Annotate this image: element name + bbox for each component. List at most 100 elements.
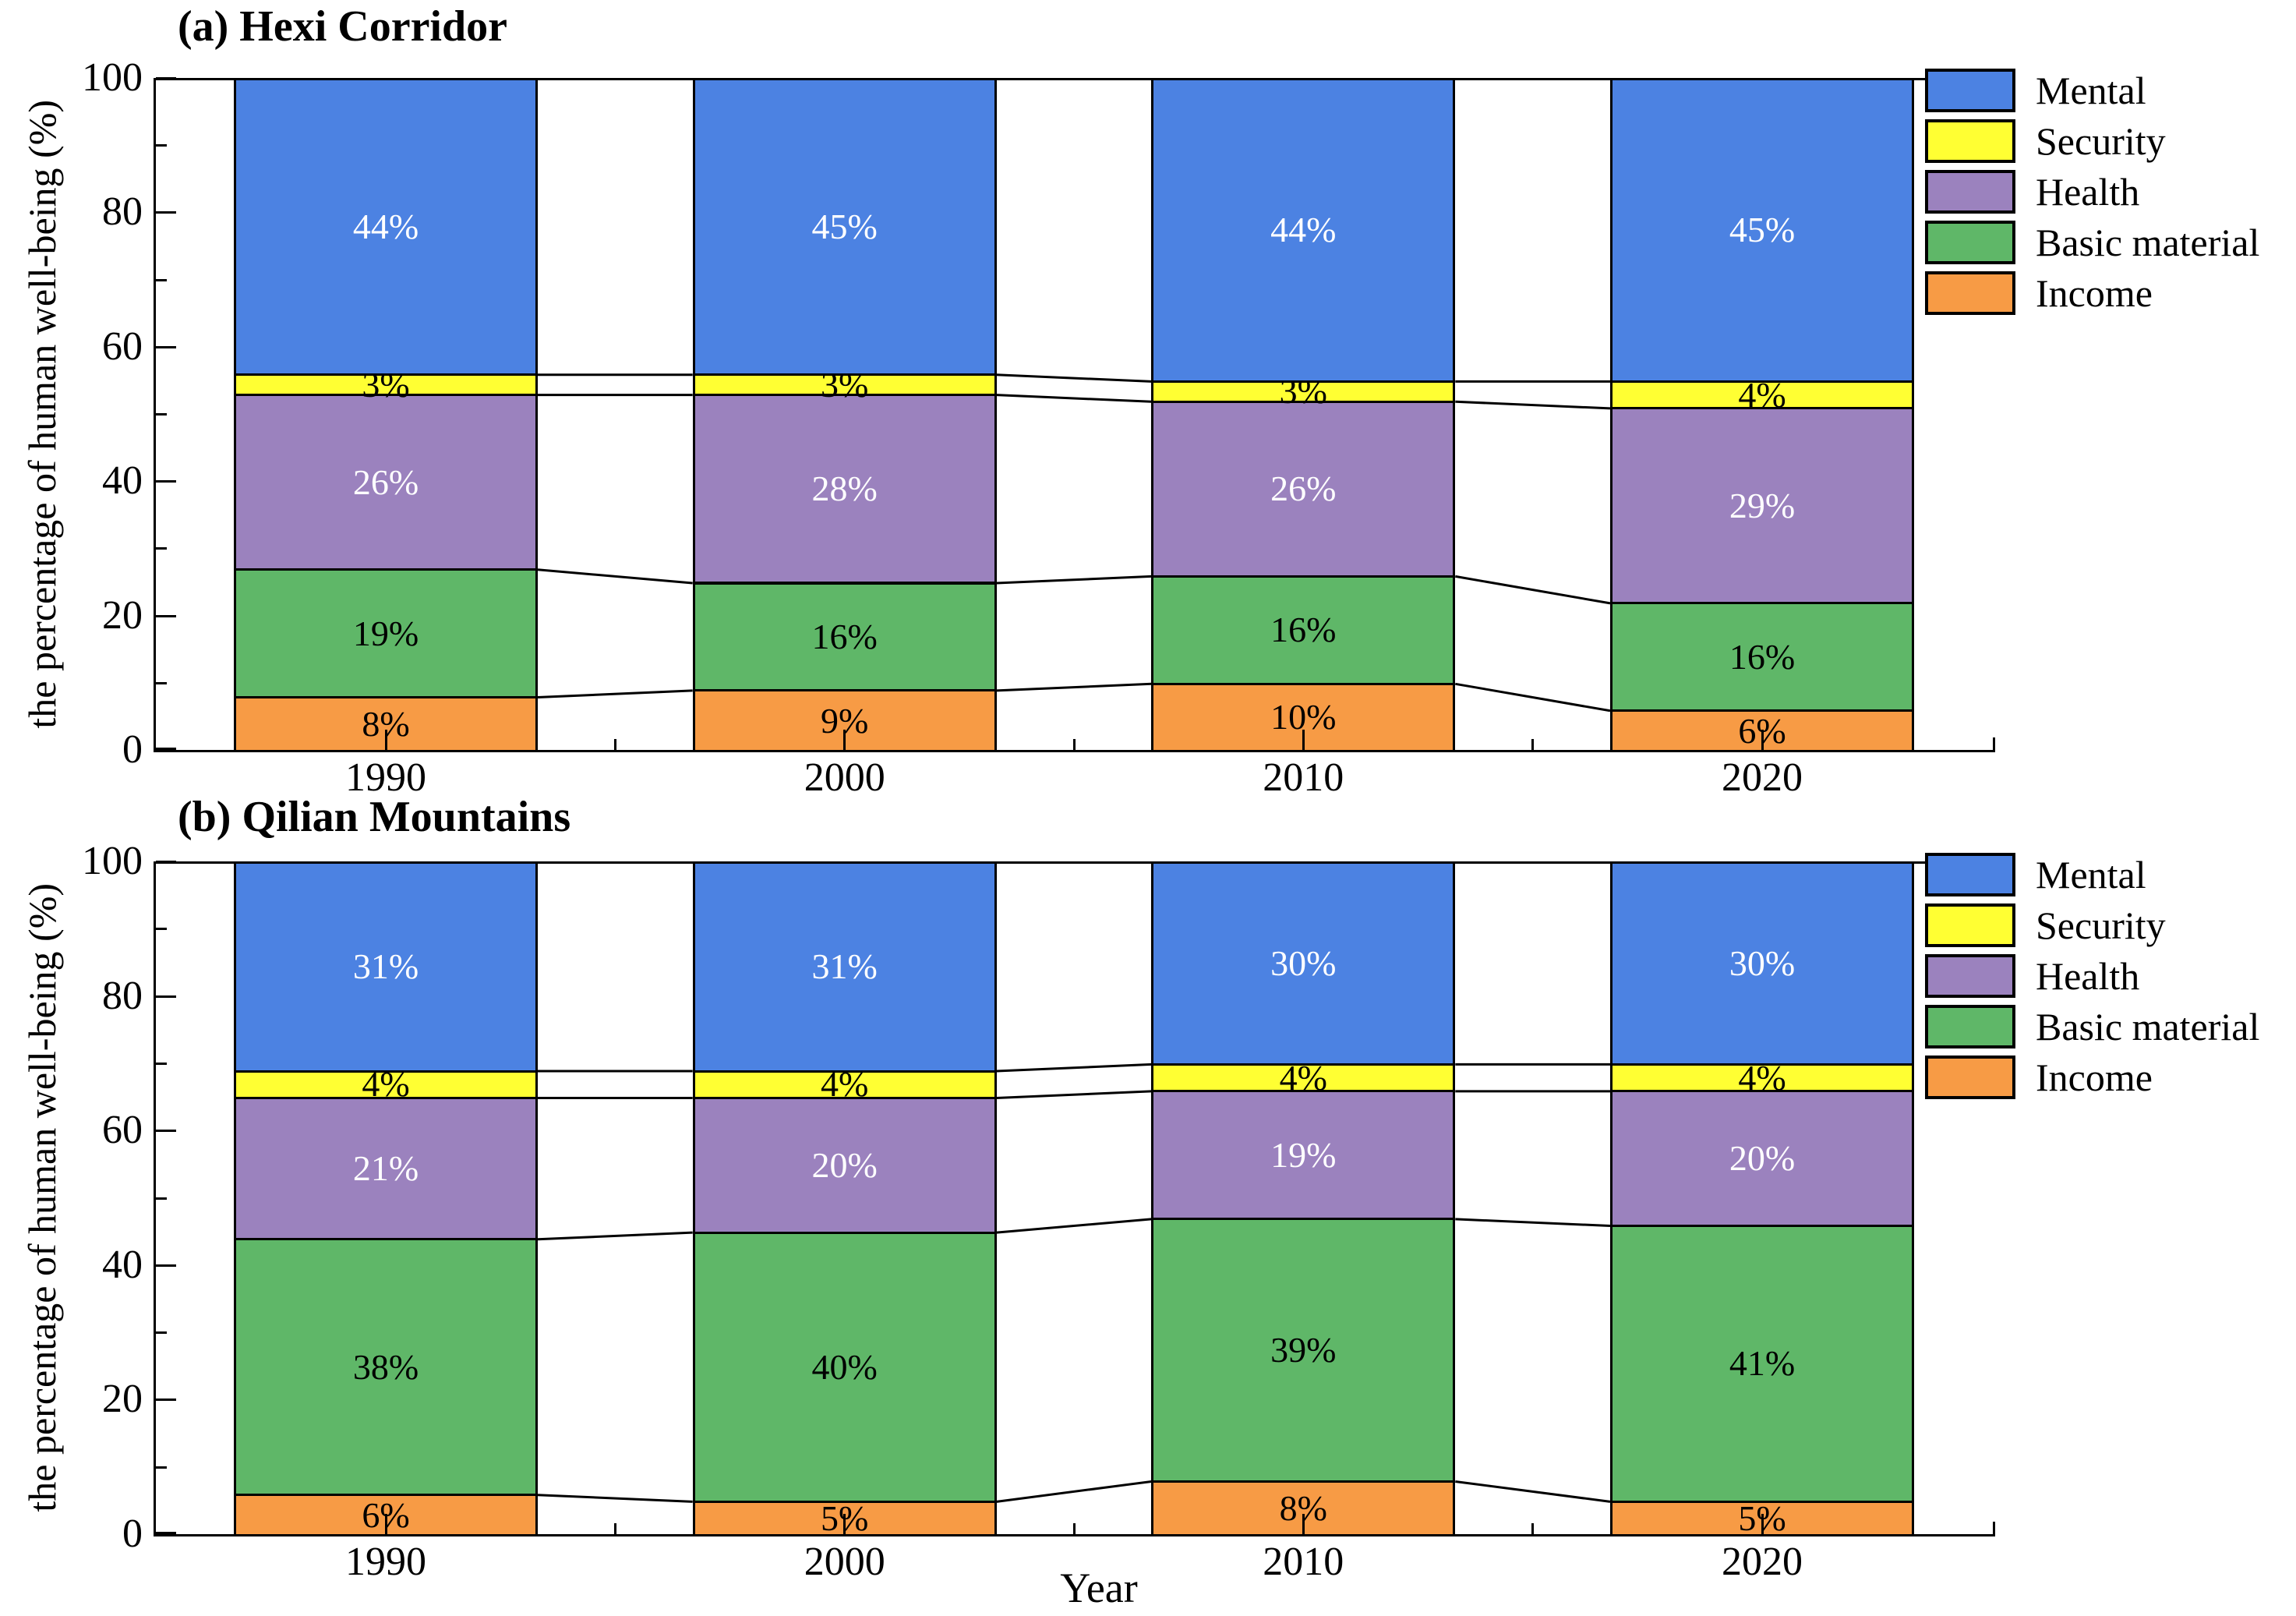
y-tick-label: 60 — [102, 324, 143, 369]
stack-connector-lines — [537, 373, 1611, 713]
y-tick-label: 80 — [102, 189, 143, 235]
x-minor-tick — [613, 1523, 616, 1534]
segment-value-label: 39% — [1270, 1330, 1337, 1370]
legend-item-security: Security — [1925, 903, 2291, 947]
segment-value-label: 10% — [1270, 697, 1337, 737]
x-major-tick — [1761, 1514, 1764, 1534]
segment-value-label: 29% — [1729, 485, 1796, 525]
panel-b-title: (b) Qilian Mountains — [178, 793, 571, 841]
y-minor-tick — [156, 413, 167, 415]
segment-b-2010-mental: 30% — [1151, 861, 1456, 1066]
x-major-tick — [384, 1514, 387, 1534]
segment-value-label: 20% — [811, 1144, 878, 1185]
segment-b-2020-security: 4% — [1610, 1059, 1914, 1095]
y-major-tick — [156, 480, 176, 483]
segment-a-2010-security: 3% — [1151, 373, 1456, 409]
y-tick-label: 40 — [102, 458, 143, 504]
segment-value-label: 26% — [1270, 469, 1337, 509]
y-minor-tick — [156, 928, 167, 931]
segment-b-1990-security: 4% — [234, 1066, 538, 1102]
segment-value-label: 44% — [352, 207, 419, 247]
y-tick-label: 20 — [102, 1377, 143, 1422]
segment-value-label: 19% — [352, 613, 419, 653]
x-major-tick — [1302, 730, 1305, 750]
legend-swatch-basic-material — [1925, 1005, 2015, 1048]
legend-label: Mental — [2036, 853, 2146, 896]
x-tick-label-2010: 2010 — [1263, 1540, 1344, 1584]
x-tick-label-1990: 1990 — [345, 1540, 426, 1584]
segment-value-label: 30% — [1270, 942, 1337, 983]
legend-label: Basic material — [2036, 221, 2260, 264]
segment-value-label: 40% — [811, 1346, 878, 1387]
x-tick-label-2000: 2000 — [804, 755, 885, 800]
x-major-tick — [843, 730, 846, 750]
legend-swatch-security — [1925, 903, 2015, 947]
segment-a-2020-security: 4% — [1610, 377, 1914, 412]
segment-b-2000-security: 4% — [692, 1066, 997, 1102]
y-major-tick — [156, 1399, 176, 1402]
y-minor-tick — [156, 278, 167, 281]
y-tick-label: 100 — [82, 55, 143, 100]
y-tick-label: 80 — [102, 973, 143, 1018]
legend-label: Income — [2036, 271, 2153, 315]
legend-item-basic-material: Basic material — [1925, 1005, 2291, 1048]
y-major-tick — [156, 861, 176, 863]
legend-swatch-income — [1925, 271, 2015, 315]
segment-value-label: 19% — [1270, 1134, 1337, 1175]
segment-a-1990-health: 26% — [234, 394, 538, 571]
top-spine — [154, 861, 1995, 864]
left-spine — [154, 861, 156, 1536]
legend-item-security: Security — [1925, 119, 2291, 163]
segment-a-1990-basic-material: 19% — [234, 568, 538, 699]
legend-label: Health — [2036, 170, 2140, 214]
legend-item-basic-material: Basic material — [1925, 221, 2291, 264]
x-tick-label-2010: 2010 — [1263, 755, 1344, 800]
panel-a-y-axis-label: the percentage of human well-being (%) — [20, 99, 64, 729]
segment-a-2000-security: 3% — [692, 366, 997, 402]
segment-b-2010-security: 4% — [1151, 1059, 1456, 1095]
segment-value-label: 31% — [811, 946, 878, 987]
y-minor-tick — [156, 1331, 167, 1335]
legend-swatch-income — [1925, 1056, 2015, 1099]
segment-value-label: 28% — [811, 469, 878, 509]
legend-swatch-basic-material — [1925, 221, 2015, 264]
y-tick-label: 100 — [82, 839, 143, 883]
y-major-tick — [156, 748, 176, 750]
legend-item-health: Health — [1925, 954, 2291, 998]
segment-value-label: 20% — [1729, 1138, 1796, 1179]
segment-a-1990-mental: 44% — [234, 78, 538, 377]
segment-value-label: 45% — [811, 207, 878, 247]
y-tick-label: 0 — [122, 727, 143, 772]
x-minor-tick — [1531, 739, 1535, 750]
x-axis-title: Year — [1060, 1565, 1138, 1611]
legend-item-health: Health — [1925, 170, 2291, 214]
y-major-tick — [156, 614, 176, 617]
y-tick-label: 60 — [102, 1108, 143, 1153]
y-major-tick — [156, 1130, 176, 1133]
x-tick-label-1990: 1990 — [345, 755, 426, 800]
panel-a-plot-area: 8% 19% 26% 3% 44% 9% 16% 28% 3% 45% 10% 16% 26% 3% 44%… — [154, 77, 1995, 752]
segment-value-label: 41% — [1729, 1343, 1796, 1384]
y-minor-tick — [156, 1062, 167, 1065]
x-tick-label-2000: 2000 — [804, 1540, 885, 1584]
segment-a-2010-mental: 44% — [1151, 78, 1456, 383]
legend-swatch-mental — [1925, 853, 2015, 896]
panel-a-title: (a) Hexi Corridor — [178, 2, 507, 51]
legend-swatch-mental — [1925, 69, 2015, 112]
segment-b-1990-health: 21% — [234, 1097, 538, 1241]
x-minor-tick — [1072, 1523, 1076, 1534]
segment-b-1990-mental: 31% — [234, 861, 538, 1073]
panel-b-plot-area: 6% 38% 21% 4% 31% 5% 40% 20% 4% 31% 8% 39% 19% 4% 30% 5… — [154, 861, 1995, 1536]
segment-b-1990-basic-material: 38% — [234, 1238, 538, 1497]
x-tick-label-2020: 2020 — [1722, 1540, 1803, 1584]
segment-value-label: 21% — [352, 1148, 419, 1189]
legend-label: Mental — [2036, 69, 2146, 112]
segment-a-2020-basic-material: 16% — [1610, 602, 1914, 713]
y-tick-label: 20 — [102, 592, 143, 638]
y-minor-tick — [156, 1197, 167, 1200]
y-minor-tick — [156, 681, 167, 684]
segment-a-2000-mental: 45% — [692, 78, 997, 377]
y-major-tick — [156, 1264, 176, 1267]
x-major-tick — [384, 730, 387, 750]
y-major-tick — [156, 77, 176, 80]
